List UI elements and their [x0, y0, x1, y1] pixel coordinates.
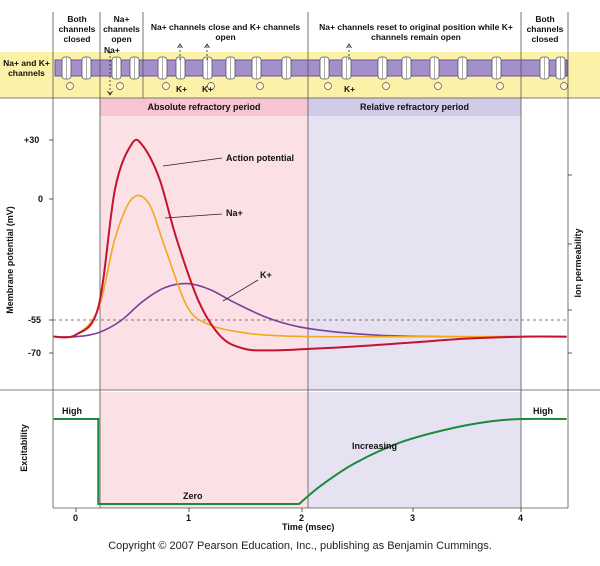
header-na-reset: Na+ channels reset to original position … — [319, 22, 513, 42]
absolute-period-label: Absolute refractory period — [147, 102, 261, 112]
inactivation-gate — [162, 82, 170, 90]
ytick-0: 0 — [38, 194, 44, 204]
channel-proteins — [61, 43, 568, 96]
header-both-closed-left: Both channels closed — [58, 14, 96, 44]
ion-na-label: Na+ — [104, 45, 120, 55]
ion-permeability-axis-label: Ion permeability — [573, 228, 583, 298]
inactivation-gate — [256, 82, 264, 90]
x-axis-label: Time (msec) — [282, 522, 335, 532]
membrane-potential-axis-label: Membrane potential (mV) — [5, 206, 15, 314]
inactivation-gate — [324, 82, 332, 90]
inactivation-gate — [207, 82, 215, 90]
header-both-closed-right: Both channels closed — [526, 14, 564, 44]
relative-period-bar — [308, 98, 521, 116]
header-na-open: Na+ channels open — [103, 14, 140, 44]
excitability-curve — [53, 417, 567, 505]
excitability-zero: Zero — [183, 491, 203, 501]
inactivation-gate — [66, 82, 74, 90]
inactivation-gate — [434, 82, 442, 90]
xtick-4: 4 — [518, 513, 524, 523]
channels-row-label: Na+ and K+ channels — [3, 58, 50, 78]
xtick-3: 3 — [410, 513, 416, 523]
xtick-2: 2 — [299, 513, 305, 523]
excitability-axis-label: Excitability — [19, 424, 29, 472]
excitability-high-right: High — [533, 406, 553, 416]
xtick-1: 1 — [186, 513, 192, 523]
k-curve-label: K+ — [260, 270, 272, 280]
absolute-refractory-region-bottom — [100, 392, 308, 508]
ytick-plus30: +30 — [24, 135, 40, 145]
header-na-close-k-open: Na+ channels close and K+ channels open — [150, 22, 301, 42]
relative-period-label: Relative refractory period — [359, 102, 470, 112]
action-potential-curve — [53, 138, 567, 352]
ytick-minus55: -55 — [28, 315, 42, 325]
relative-refractory-region — [308, 98, 521, 390]
copyright-text: Copyright © 2007 Pearson Education, Inc.… — [108, 540, 492, 552]
absolute-period-bar — [100, 98, 308, 116]
inactivation-gate — [496, 82, 504, 90]
action-potential-label: Action potential — [226, 153, 294, 163]
absolute-refractory-region — [100, 98, 308, 390]
na-permeability-curve — [53, 194, 567, 339]
ion-flow-arrowhead — [177, 43, 183, 49]
ytick-minus70: -70 — [28, 348, 42, 358]
ion-flow-arrowhead — [204, 43, 210, 49]
inactivation-gate — [382, 82, 390, 90]
inactivation-gate — [116, 82, 124, 90]
ion-flow-arrowhead — [107, 90, 113, 96]
ion-k-label-1: K+ — [176, 84, 188, 94]
ion-k-label-2: K+ — [202, 84, 214, 94]
inactivation-gate — [560, 82, 568, 90]
excitability-high-left: High — [62, 406, 82, 416]
ion-k-label-3: K+ — [344, 84, 356, 94]
na-curve-label: Na+ — [226, 208, 243, 218]
ion-flow-arrowhead — [346, 43, 352, 49]
relative-refractory-region-bottom — [308, 392, 521, 508]
excitability-increasing: Increasing — [352, 441, 398, 451]
xtick-0: 0 — [73, 513, 79, 523]
